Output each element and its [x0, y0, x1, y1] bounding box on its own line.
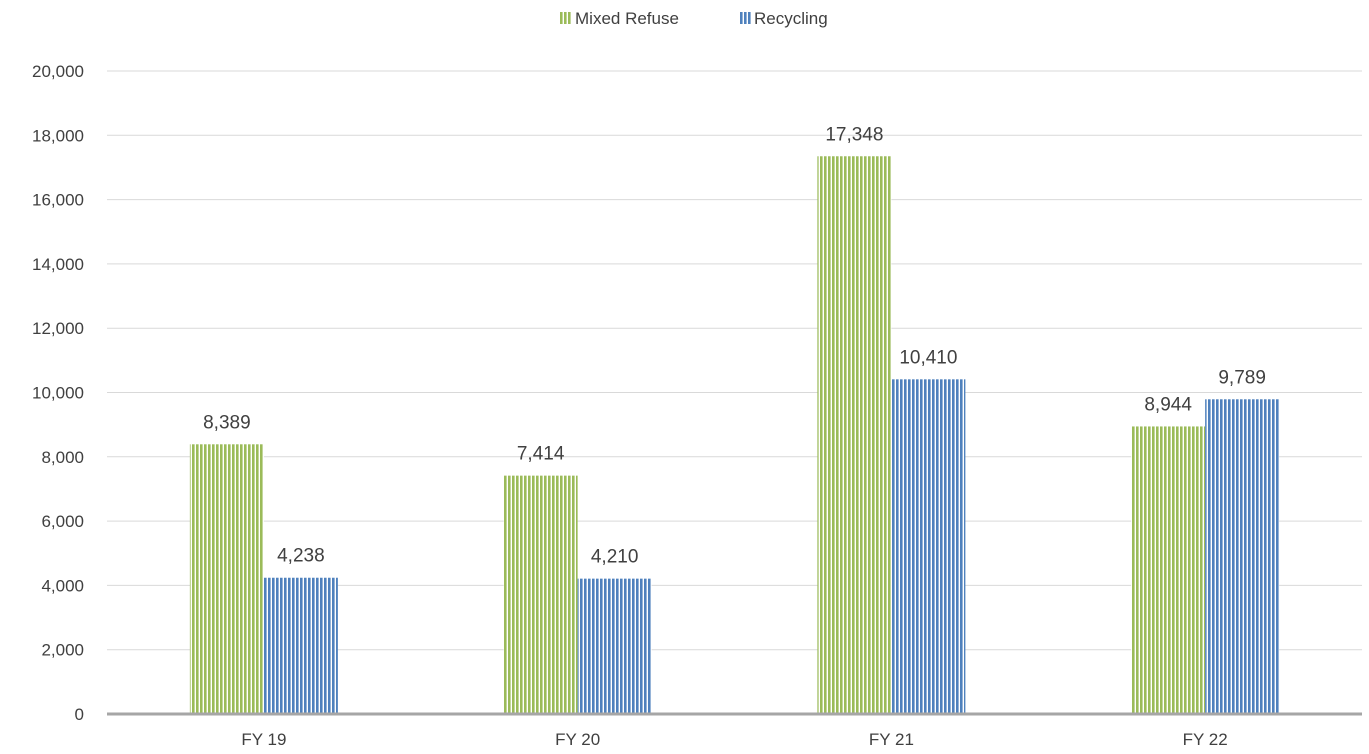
bar-mixed-refuse: [503, 475, 578, 714]
y-tick-label: 4,000: [41, 576, 84, 595]
y-tick-label: 2,000: [41, 641, 84, 660]
data-label: 8,389: [203, 412, 251, 433]
x-tick-label: FY 22: [1183, 730, 1228, 749]
y-tick-label: 10,000: [32, 384, 84, 403]
legend-label-mixed-refuse: Mixed Refuse: [575, 9, 679, 28]
y-tick-label: 18,000: [32, 126, 84, 145]
bar-mixed-refuse: [817, 156, 892, 715]
bar-recycling: [263, 577, 338, 714]
data-label: 4,238: [277, 546, 325, 567]
legend-label-recycling: Recycling: [754, 9, 828, 28]
x-tick-label: FY 20: [555, 730, 600, 749]
x-tick-label: FY 21: [869, 730, 914, 749]
data-label: 9,789: [1218, 367, 1266, 388]
data-label: 4,210: [591, 547, 639, 568]
bar-mixed-refuse: [1131, 426, 1206, 714]
y-tick-label: 14,000: [32, 255, 84, 274]
data-label: 7,414: [517, 444, 565, 465]
bar-recycling: [1205, 399, 1280, 714]
x-tick-label: FY 19: [241, 730, 286, 749]
data-labels: 8,389 4,238 7,414 4,210 17,348 10,410 8,944 9,7…: [203, 124, 1266, 567]
y-axis-ticks: 0 2,000 4,000 6,000 8,000 10,000 12,000 14,000 1…: [32, 62, 84, 724]
legend-swatch-recycling: [739, 12, 751, 24]
y-tick-label: 16,000: [32, 191, 84, 210]
bar-recycling: [577, 578, 652, 714]
x-axis-ticks: FY 19 FY 20 FY 21 FY 22: [241, 730, 1227, 749]
y-tick-label: 8,000: [41, 448, 84, 467]
legend: Mixed Refuse Recycling: [560, 9, 828, 28]
y-tick-label: 12,000: [32, 319, 84, 338]
data-label: 8,944: [1144, 394, 1192, 415]
bar-mixed-refuse: [189, 444, 264, 714]
y-tick-label: 20,000: [32, 62, 84, 81]
legend-swatch-mixed-refuse: [560, 12, 572, 24]
data-label: 17,348: [825, 124, 883, 145]
y-tick-label: 6,000: [41, 512, 84, 531]
bar-recycling: [891, 379, 966, 714]
y-tick-label: 0: [75, 705, 84, 724]
data-label: 10,410: [899, 347, 957, 368]
bars: [189, 156, 1280, 715]
